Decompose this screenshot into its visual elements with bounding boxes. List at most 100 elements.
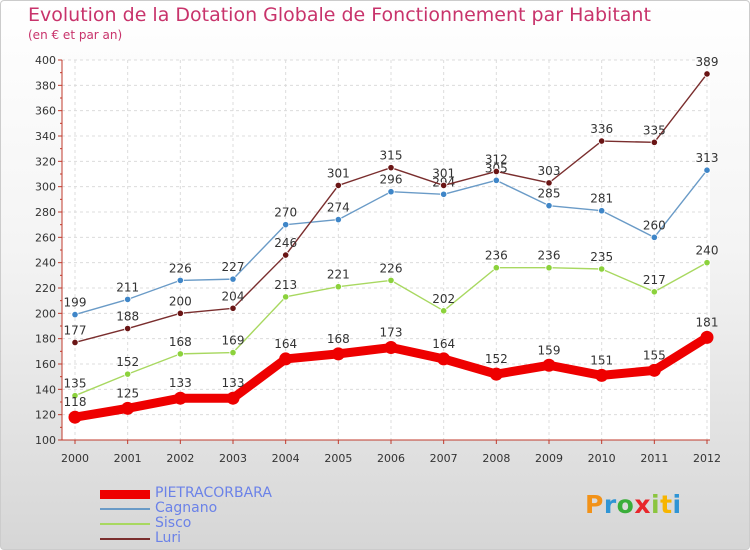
- data-point-cagnano: [598, 207, 606, 215]
- data-label-sisco: 152: [116, 355, 139, 369]
- data-point-sisco: [545, 264, 553, 272]
- data-point-sisco: [124, 370, 132, 378]
- data-point-luri: [176, 309, 184, 317]
- data-point-luri: [650, 138, 658, 146]
- x-tick-label: 2011: [640, 452, 668, 465]
- logo-letter: i: [672, 490, 682, 519]
- data-label-sisco: 168: [169, 335, 192, 349]
- data-point-luri: [598, 137, 606, 145]
- data-label-luri: 188: [116, 310, 139, 324]
- data-label-cagnano: 281: [590, 192, 613, 206]
- x-tick-label: 2008: [482, 452, 510, 465]
- legend-label-luri: Luri: [155, 530, 182, 546]
- data-label-pietracorbara: 133: [222, 376, 245, 390]
- data-label-sisco: 236: [485, 249, 508, 263]
- data-label-pietracorbara: 152: [485, 352, 508, 366]
- data-label-sisco: 221: [327, 268, 350, 282]
- data-label-cagnano: 211: [116, 280, 139, 294]
- data-point-pietracorbara: [173, 391, 187, 405]
- data-label-luri: 303: [538, 164, 561, 178]
- data-point-luri: [229, 304, 237, 312]
- data-label-pietracorbara: 125: [116, 386, 139, 400]
- data-label-cagnano: 313: [696, 151, 719, 165]
- data-point-luri: [545, 179, 553, 187]
- data-point-luri: [282, 251, 290, 259]
- y-tick-label: 220: [35, 282, 56, 295]
- data-point-cagnano: [650, 233, 658, 241]
- chart-title: Evolution de la Dotation Globale de Fonc…: [28, 4, 651, 26]
- data-label-sisco: 217: [643, 273, 666, 287]
- data-point-pietracorbara: [437, 352, 451, 366]
- data-point-luri: [492, 167, 500, 176]
- y-tick-label: 140: [35, 383, 56, 396]
- data-point-pietracorbara: [384, 341, 398, 355]
- data-point-luri: [703, 70, 711, 78]
- y-tick-label: 280: [35, 206, 56, 219]
- data-label-cagnano: 296: [380, 173, 403, 187]
- x-tick-label: 2006: [377, 452, 405, 465]
- data-label-luri: 336: [590, 122, 613, 136]
- x-tick-label: 2005: [324, 452, 352, 465]
- series-cagnano: 199211226227270274296294305285281260313: [64, 151, 719, 319]
- y-tick-label: 300: [35, 181, 56, 194]
- series-luri: 177 188 200 204 246 301 315 301 312 303 336 335 389: [64, 55, 719, 347]
- data-label-sisco: 135: [64, 377, 87, 391]
- data-point-sisco: [334, 283, 342, 291]
- data-label-pietracorbara: 181: [696, 315, 719, 329]
- x-tick-label: 2002: [166, 452, 194, 465]
- y-tick-label: 180: [35, 333, 56, 346]
- data-point-luri: [71, 338, 79, 347]
- data-point-cagnano: [176, 276, 184, 284]
- legend-swatch-cagnano: [100, 508, 150, 510]
- legend-label-sisco: Sisco: [155, 515, 192, 531]
- logo-letter: P: [585, 490, 604, 519]
- y-tick-label: 380: [35, 79, 56, 92]
- data-label-cagnano: 227: [222, 260, 245, 274]
- legend-label-cagnano: Cagnano: [155, 500, 218, 516]
- y-tick-label: 100: [35, 434, 56, 447]
- y-tick-label: 320: [35, 155, 56, 168]
- data-point-pietracorbara: [121, 401, 135, 415]
- data-point-sisco: [387, 276, 395, 284]
- data-point-sisco: [229, 348, 237, 357]
- data-point-cagnano: [387, 188, 395, 196]
- data-label-sisco: 169: [222, 334, 245, 348]
- data-label-luri: 246: [274, 236, 297, 250]
- legend-swatch-pietracorbara: [100, 489, 150, 499]
- data-label-luri: 389: [696, 55, 719, 69]
- data-label-pietracorbara: 168: [327, 332, 350, 346]
- data-point-sisco: [440, 307, 448, 315]
- x-tick-label: 2000: [61, 452, 89, 465]
- data-point-pietracorbara: [226, 391, 240, 405]
- y-tick-label: 200: [35, 307, 56, 320]
- logo-letter: x: [634, 490, 651, 519]
- y-tick-label: 120: [35, 409, 56, 422]
- x-tick-label: 2012: [693, 452, 721, 465]
- legend-swatch-sisco: [100, 523, 150, 525]
- data-point-pietracorbara: [542, 358, 556, 372]
- data-point-pietracorbara: [68, 410, 82, 424]
- data-point-cagnano: [282, 221, 290, 229]
- data-label-sisco: 236: [538, 249, 561, 263]
- proxiti-logo: Proxiti: [585, 490, 682, 519]
- data-point-sisco: [598, 265, 606, 273]
- data-point-pietracorbara: [279, 352, 293, 366]
- y-tick-label: 260: [35, 231, 56, 244]
- data-label-luri: 204: [222, 289, 245, 303]
- data-point-cagnano: [440, 190, 448, 198]
- y-tick-label: 340: [35, 130, 56, 143]
- data-point-sisco: [650, 288, 658, 296]
- data-label-cagnano: 285: [538, 187, 561, 201]
- x-tick-label: 2004: [272, 452, 300, 465]
- x-tick-label: 2007: [430, 452, 458, 465]
- data-point-pietracorbara: [489, 367, 503, 381]
- data-point-pietracorbara: [595, 368, 609, 382]
- data-point-luri: [440, 181, 448, 189]
- data-label-luri: 301: [327, 166, 350, 180]
- data-point-cagnano: [71, 310, 79, 319]
- x-tick-label: 2003: [219, 452, 247, 465]
- data-label-pietracorbara: 173: [380, 326, 403, 340]
- y-tick-label: 360: [35, 105, 56, 118]
- chart-subtitle: (en € et par an): [28, 28, 123, 42]
